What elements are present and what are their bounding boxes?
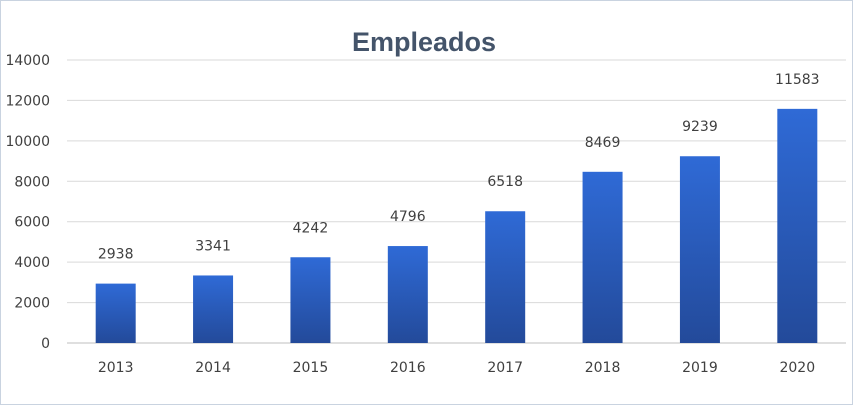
data-labels: 2938 3341 4242 4796 6518 8469 9239 11583 <box>98 72 820 263</box>
bar-2019 <box>679 156 720 343</box>
data-label-2017: 6518 <box>487 174 523 190</box>
y-axis-ticks: 0 2000 4000 6000 8000 10000 12000 14000 <box>5 53 50 352</box>
bar-2018 <box>582 171 623 343</box>
x-tick-label-2018: 2018 <box>585 360 621 376</box>
x-tick-label-2017: 2017 <box>487 360 523 376</box>
x-axis-ticks: 2013 2014 2015 2016 2017 2018 2019 2020 <box>98 360 815 376</box>
y-tick-label: 6000 <box>14 215 50 231</box>
bar-2016 <box>387 246 428 343</box>
y-tick-label: 0 <box>41 336 50 352</box>
bars <box>95 108 818 343</box>
bar-2014 <box>193 275 234 343</box>
y-tick-label: 4000 <box>14 255 50 271</box>
x-tick-label-2020: 2020 <box>779 360 815 376</box>
y-tick-label: 8000 <box>14 174 50 190</box>
data-label-2014: 3341 <box>195 238 231 254</box>
data-label-2015: 4242 <box>293 220 329 236</box>
data-label-2013: 2938 <box>98 247 134 263</box>
x-tick-label-2019: 2019 <box>682 360 718 376</box>
chart-title: Empleados <box>352 27 496 57</box>
gridlines <box>67 59 846 344</box>
data-label-2019: 9239 <box>682 119 718 135</box>
y-tick-label: 10000 <box>5 134 50 150</box>
x-tick-label-2013: 2013 <box>98 360 134 376</box>
data-label-2018: 8469 <box>585 135 621 151</box>
data-label-2016: 4796 <box>390 209 426 225</box>
y-tick-label: 2000 <box>14 296 50 312</box>
bar-2015 <box>290 257 331 343</box>
y-tick-label: 14000 <box>5 53 50 69</box>
bar-2017 <box>485 211 526 343</box>
x-tick-label-2016: 2016 <box>390 360 426 376</box>
x-tick-label-2014: 2014 <box>195 360 231 376</box>
bar-2013 <box>95 283 136 343</box>
y-tick-label: 12000 <box>5 93 50 109</box>
x-tick-label-2015: 2015 <box>293 360 329 376</box>
data-label-2020: 11583 <box>775 72 820 88</box>
bar-2020 <box>777 108 818 343</box>
